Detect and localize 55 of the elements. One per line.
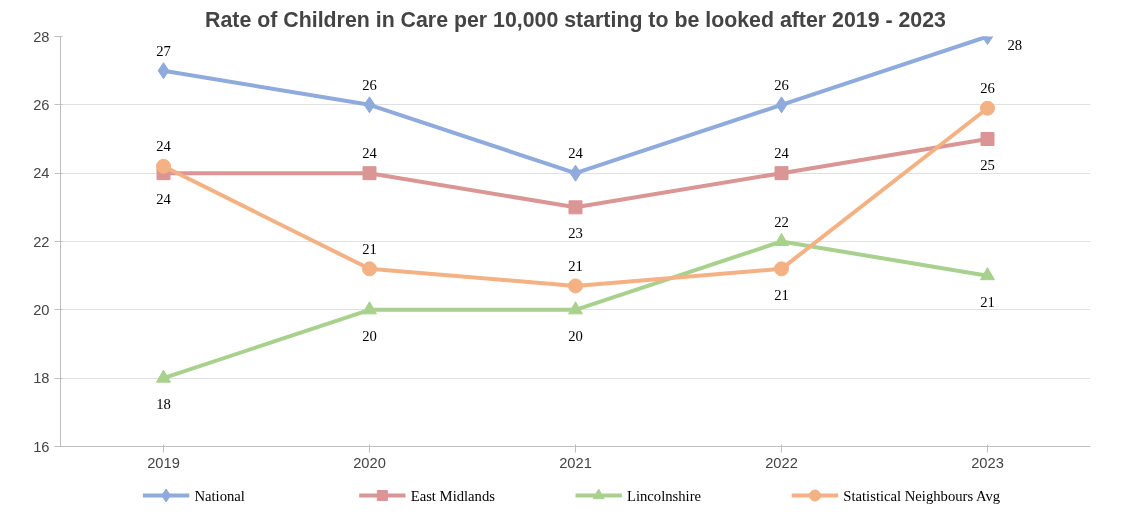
x-tick-label: 2023 — [971, 454, 1004, 471]
data-label: 18 — [156, 396, 171, 413]
point — [980, 132, 995, 146]
y-tick-label: 20 — [33, 301, 50, 318]
y-tick-label: 26 — [33, 96, 50, 113]
data-label: 24 — [156, 138, 172, 155]
point — [157, 62, 170, 80]
data-label: 24 — [568, 145, 584, 162]
point — [156, 369, 171, 383]
point — [775, 96, 788, 114]
point — [362, 166, 377, 181]
x-tick-label: 2019 — [147, 454, 180, 471]
y-tick-label: 18 — [33, 370, 50, 387]
x-tick-label: 2021 — [559, 454, 592, 471]
legend-label: Lincolnshire — [627, 487, 702, 504]
point — [774, 232, 789, 247]
data-label: 21 — [980, 293, 995, 310]
y-tick-label: 16 — [33, 438, 50, 455]
point — [568, 278, 583, 294]
point — [569, 164, 582, 182]
y-tick-label: 22 — [33, 233, 50, 250]
x-tick-label: 2022 — [765, 454, 798, 471]
data-label: 26 — [362, 76, 377, 93]
point — [362, 301, 377, 315]
chart-title: Rate of Children in Care per 10,000 starting to be looked after 2019 - 2023 — [205, 7, 947, 32]
point — [980, 100, 995, 116]
legend-label: National — [194, 487, 245, 504]
data-label: 25 — [980, 157, 995, 173]
data-label: 20 — [362, 327, 377, 344]
y-tick-label: 24 — [33, 165, 50, 182]
data-label: 28 — [1007, 36, 1023, 53]
legend-label: Statistical Neighbours Avg — [843, 487, 1001, 504]
data-label: 24 — [362, 145, 378, 162]
point — [363, 96, 376, 114]
data-label: 22 — [774, 213, 789, 230]
data-label: 21 — [568, 257, 583, 274]
point — [980, 267, 995, 281]
legend-label: East Midlands — [410, 487, 496, 504]
data-label: 23 — [568, 225, 583, 242]
point — [774, 261, 789, 277]
data-label: 27 — [156, 42, 171, 59]
point — [568, 200, 583, 215]
data-label: 21 — [774, 286, 789, 303]
data-label: 20 — [568, 327, 583, 344]
point — [774, 166, 789, 181]
data-label: 26 — [980, 80, 995, 97]
y-tick-label: 28 — [33, 28, 50, 45]
point — [362, 261, 377, 277]
data-label: 24 — [774, 145, 790, 162]
x-tick-label: 2020 — [353, 454, 386, 471]
data-label: 26 — [774, 76, 789, 93]
data-label: 21 — [362, 240, 377, 257]
point — [568, 301, 583, 315]
point — [156, 158, 171, 174]
data-label: 24 — [156, 191, 172, 208]
